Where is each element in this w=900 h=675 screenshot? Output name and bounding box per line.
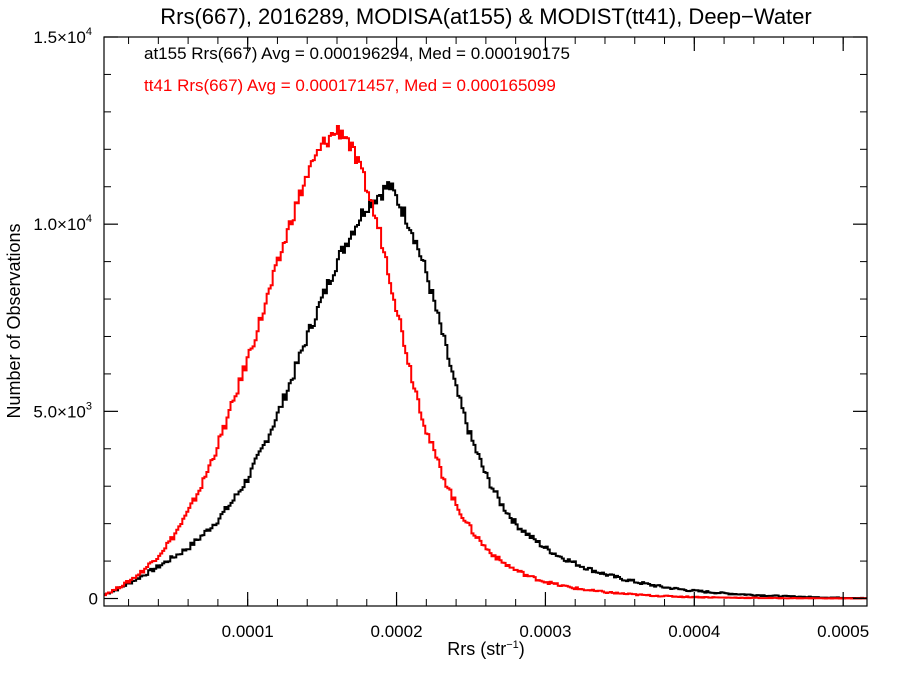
x-axis-title-close: ) xyxy=(519,639,525,659)
y-tick-mantissa: 1.0×10 xyxy=(33,215,85,234)
y-axis-title: Number of Observations xyxy=(4,223,24,418)
x-tick-label: 0.0005 xyxy=(817,622,869,641)
y-tick-exponent: 4 xyxy=(86,26,92,38)
x-tick-label: 0.0004 xyxy=(668,622,720,641)
x-axis-title: Rrs (str−1) xyxy=(447,639,525,659)
x-axis-title-superscript: −1 xyxy=(506,639,519,651)
x-tick-label: 0.0001 xyxy=(222,622,274,641)
stats-annotation-at155: at155 Rrs(667) Avg = 0.000196294, Med = … xyxy=(144,44,570,63)
x-tick-label: 0.0002 xyxy=(371,622,423,641)
x-tick-label: 0.0003 xyxy=(519,622,571,641)
series-layer xyxy=(104,125,867,600)
chart-title: Rrs(667), 2016289, MODISA(at155) & MODIS… xyxy=(160,4,811,29)
y-tick-label: 0 xyxy=(89,590,98,609)
y-tick-label: 1.5×104 xyxy=(33,26,92,47)
y-tick-mantissa: 1.5×10 xyxy=(33,28,85,47)
y-tick-exponent: 4 xyxy=(86,213,92,225)
y-tick-label: 1.0×104 xyxy=(33,213,92,234)
y-tick-mantissa: 5.0×10 xyxy=(33,402,85,421)
y-tick-label: 5.0×103 xyxy=(33,400,92,421)
series-line-0 xyxy=(104,181,867,600)
x-axis-title-text: Rrs (str xyxy=(447,639,506,659)
series-line-1 xyxy=(104,125,867,600)
x-axis: 0.0001 0.0002 0.0003 0.0004 0.0005 xyxy=(128,37,869,641)
stats-annotation-tt41: tt41 Rrs(667) Avg = 0.000171457, Med = 0… xyxy=(144,76,556,95)
y-tick-exponent: 3 xyxy=(86,400,92,412)
